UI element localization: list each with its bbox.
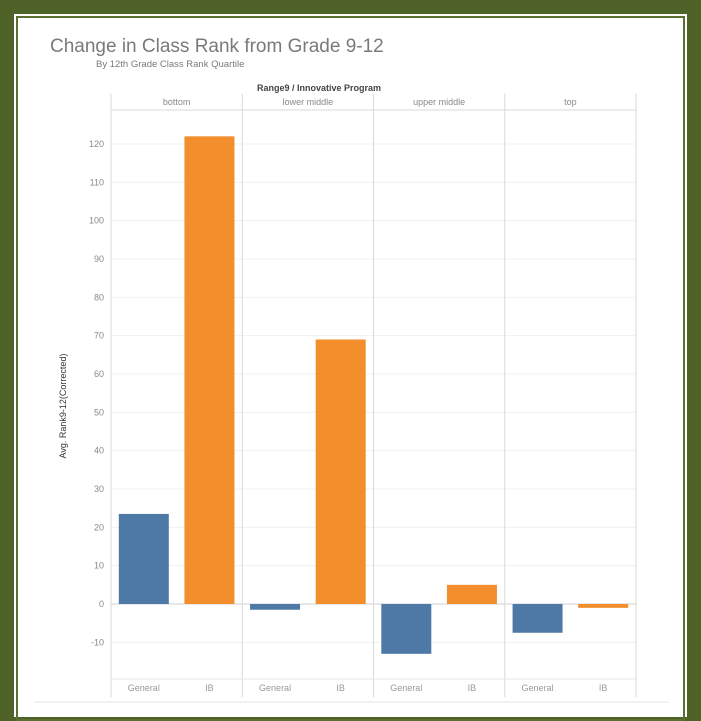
y-tick-label: 50: [94, 407, 104, 417]
x-category-label: IB: [205, 683, 214, 693]
bar-ib: [315, 339, 366, 604]
x-category-label: IB: [468, 683, 477, 693]
y-tick-label: 60: [94, 369, 104, 379]
x-category-label: IB: [599, 683, 608, 693]
x-category-label: General: [522, 683, 554, 693]
plot-area: -10 0 10 20 30 40 50 60 70 80 90 100 110 120 bottom Gen…: [34, 94, 669, 703]
y-tick-label: 100: [89, 216, 104, 226]
y-tick-label: 10: [94, 561, 104, 571]
bar-general: [512, 604, 563, 633]
chart-subtitle: By 12th Grade Class Rank Quartile: [96, 59, 244, 70]
y-tick-label: 30: [94, 484, 104, 494]
column-header: Range9 / Innovative Program: [257, 83, 381, 93]
chart: Change in Class Rank from Grade 9-12 By …: [34, 36, 669, 703]
pane-label-lower-middle: lower middle: [283, 97, 334, 107]
y-axis-title: Avg. Rank9-12(Corrected): [58, 354, 68, 459]
x-category-label: General: [390, 683, 422, 693]
bar-ib: [446, 584, 497, 604]
pane-label-top: top: [564, 97, 577, 107]
y-tick-label: 120: [89, 139, 104, 149]
y-tick-label: -10: [91, 637, 104, 647]
bar-ib: [578, 604, 629, 608]
bar-general: [381, 604, 432, 654]
pane-label-upper-middle: upper middle: [413, 97, 465, 107]
bar-ib: [184, 136, 235, 604]
y-tick-label: 90: [94, 254, 104, 264]
y-tick-label: 110: [90, 177, 104, 187]
x-category-label: General: [128, 683, 160, 693]
x-category-label: IB: [336, 683, 345, 693]
bar-general: [250, 604, 301, 610]
bar-general: [118, 513, 169, 604]
pane-label-bottom: bottom: [163, 97, 191, 107]
chart-title: Change in Class Rank from Grade 9-12: [50, 36, 384, 57]
y-tick-label: 70: [94, 331, 104, 341]
x-category-label: General: [259, 683, 291, 693]
y-tick-label: 40: [94, 446, 104, 456]
y-tick-label: 20: [94, 522, 104, 532]
y-tick-label: 0: [99, 599, 104, 609]
y-tick-label: 80: [94, 292, 104, 302]
chart-card: Change in Class Rank from Grade 9-12 By …: [12, 12, 689, 721]
